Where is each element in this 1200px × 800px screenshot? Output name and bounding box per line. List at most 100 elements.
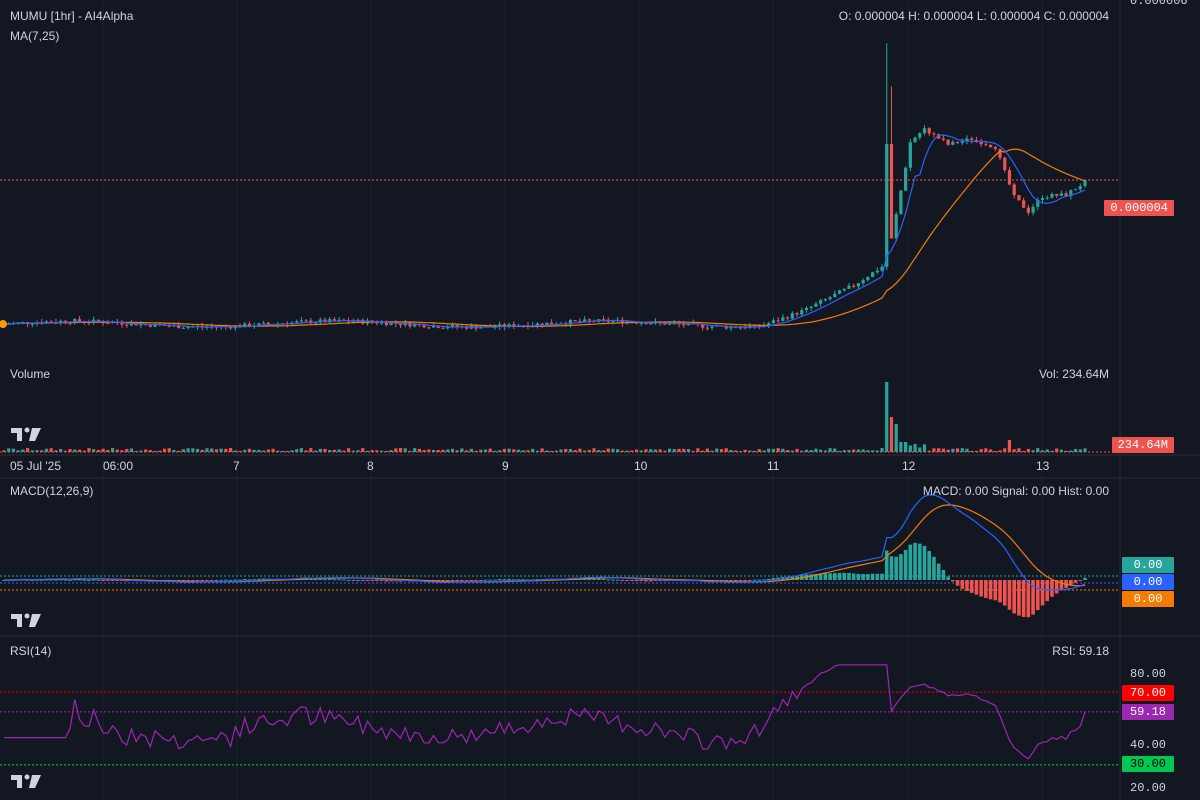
macd-hist-bar	[965, 580, 969, 591]
macd-hist-bar	[176, 580, 181, 582]
macd-hist-bar	[238, 579, 242, 581]
macd-hist-bar	[984, 580, 988, 599]
candle-body	[125, 324, 129, 326]
macd-hist-bar	[733, 580, 738, 581]
volume-bar	[1036, 448, 1040, 452]
candle-body	[776, 320, 780, 322]
volume-bar	[1064, 450, 1068, 452]
candle-body	[181, 327, 185, 329]
volume-readout: Vol: 234.64M	[1038, 367, 1109, 381]
volume-bar	[573, 450, 577, 452]
volume-bar	[993, 450, 997, 452]
macd-hist-bar	[1054, 580, 1059, 594]
macd-hist-bar	[460, 580, 464, 581]
candle-body	[899, 190, 903, 215]
macd-hist-bar	[214, 579, 219, 581]
volume-bar	[276, 450, 280, 452]
macd-hist-bar	[903, 549, 908, 580]
candle-body	[870, 272, 875, 278]
volume-bar	[885, 382, 889, 452]
volume-bar	[11, 448, 16, 452]
candle-body	[1064, 193, 1068, 197]
macd-hist-bar	[82, 579, 87, 581]
macd-hist-bar	[653, 580, 658, 581]
volume-bar	[177, 450, 181, 452]
volume-bar	[597, 450, 601, 452]
candle-body	[667, 323, 672, 325]
volume-bar	[59, 449, 63, 452]
volume-bar	[875, 450, 879, 452]
volume-bar	[724, 448, 728, 452]
chart-title: MUMU [1hr] - AI4Alpha	[10, 9, 134, 23]
macd-hist-bar	[809, 574, 814, 580]
candle-body	[304, 320, 308, 322]
macd-hist-bar	[1012, 580, 1016, 614]
macd-hist-bar	[856, 573, 861, 580]
volume-bar	[309, 448, 313, 452]
volume-bar	[290, 450, 294, 452]
macd-hist-bar	[209, 580, 214, 581]
candle-body	[611, 320, 615, 322]
macd-hist-bar	[181, 580, 186, 582]
volume-bar	[847, 450, 851, 452]
candle-body	[908, 142, 912, 168]
volume-bar	[115, 449, 119, 452]
volume-bar	[502, 448, 506, 452]
rsi-panel	[0, 664, 1120, 766]
candle-body	[441, 327, 445, 329]
macd-signal-tag: 0.00	[1122, 591, 1174, 607]
macd-hist-bar	[375, 580, 379, 582]
candle-body	[120, 322, 124, 325]
volume-bar	[474, 450, 478, 452]
macd-hist-bar	[833, 573, 837, 580]
time-label: 7	[233, 459, 240, 473]
macd-hist-bar	[634, 580, 639, 582]
volume-bar	[210, 448, 214, 452]
candle-body	[1017, 195, 1021, 201]
volume-bar	[195, 448, 200, 452]
candle-body	[833, 293, 837, 298]
volume-bar	[658, 449, 662, 452]
volume-bar	[771, 448, 776, 452]
volume-bar	[620, 450, 624, 452]
macd-hist-bar	[106, 580, 110, 581]
volume-bar	[554, 450, 558, 452]
macd-hist-bar	[842, 572, 847, 580]
candle-body	[167, 325, 171, 327]
volume-bar	[35, 450, 39, 452]
macd-hist-bar	[625, 580, 629, 581]
macd-hist-bar	[1031, 580, 1035, 615]
macd-hist-bar	[332, 579, 337, 581]
macd-hist-bar	[606, 579, 611, 581]
candle-body	[814, 303, 818, 307]
volume-bar	[1069, 450, 1073, 452]
volume-bar	[483, 449, 488, 452]
candle-body	[129, 322, 134, 326]
macd-hist-bar	[512, 579, 516, 581]
candle-body	[795, 313, 799, 315]
volume-bar	[1050, 450, 1054, 452]
candle-body	[455, 324, 459, 327]
volume-bar	[252, 449, 256, 452]
macd-hist-bar	[318, 578, 323, 580]
volume-bar	[351, 450, 355, 452]
macd-hist-bar	[1035, 580, 1040, 611]
volume-bar	[559, 449, 563, 452]
volume-bar	[361, 448, 365, 452]
candle-body	[682, 324, 686, 326]
volume-bar	[965, 448, 969, 452]
macd-hist-bar	[611, 579, 615, 581]
macd-hist-bar	[1007, 580, 1012, 610]
volume-bar	[970, 450, 974, 452]
volume-bar	[691, 450, 695, 452]
macd-hist-bar	[483, 579, 488, 581]
candle-body	[422, 324, 426, 328]
macd-hist-bar	[1026, 580, 1031, 618]
macd-hist-bar	[365, 580, 370, 581]
volume-bar	[1078, 449, 1082, 452]
volume-bar	[299, 448, 303, 452]
candle-body	[1059, 193, 1063, 196]
rsi-axis-label: 20.00	[1130, 781, 1167, 795]
